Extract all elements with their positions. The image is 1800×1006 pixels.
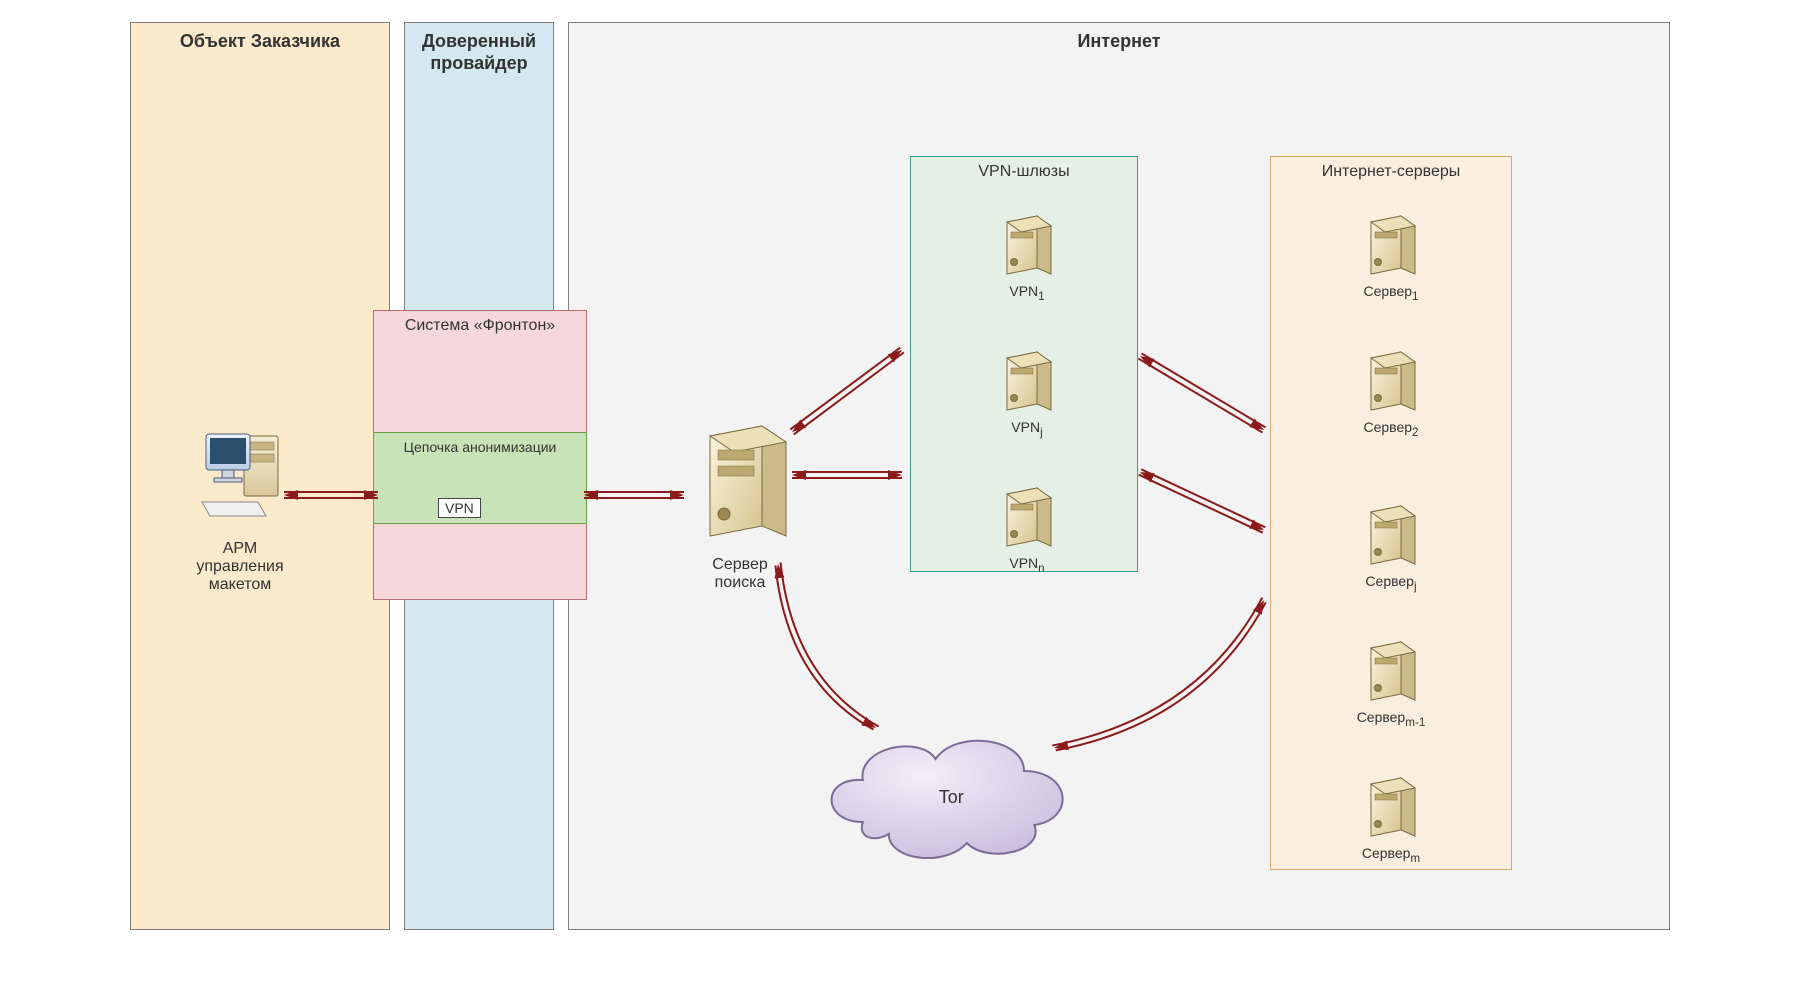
zone-provider-title: Доверенныйпровайдер [405, 23, 553, 74]
group-servers-title: Интернет-серверы [1271, 157, 1511, 181]
server-icon [1361, 502, 1421, 568]
server-label: VPNn [992, 555, 1062, 575]
server-icon [1361, 774, 1421, 840]
vpn-label-pill: VPN [438, 498, 481, 518]
group-vpn-title: VPN-шлюзы [911, 157, 1137, 181]
internet-server-2: Серверj [1356, 502, 1426, 593]
group-fronton-title: Система «Фронтон» [374, 311, 586, 335]
server-label: Серверm-1 [1356, 709, 1426, 729]
server-icon [997, 484, 1057, 550]
server-label: Сервер1 [1356, 283, 1426, 303]
server-icon [1361, 348, 1421, 414]
vpn-server-2: VPNn [992, 484, 1062, 575]
workstation-icon [198, 430, 288, 530]
zone-internet-title: Интернет [569, 23, 1669, 53]
zone-customer-title: Объект Заказчика [131, 23, 389, 53]
vpn-server-0: VPN1 [992, 212, 1062, 303]
tor-cloud-icon: Tor [816, 720, 1076, 870]
internet-server-1: Сервер2 [1356, 348, 1426, 439]
diagram-stage: Объект Заказчика Доверенныйпровайдер Инт… [0, 0, 1800, 1006]
server-icon [997, 348, 1057, 414]
server-label: Сервер2 [1356, 419, 1426, 439]
server-icon [1361, 638, 1421, 704]
svg-text:Tor: Tor [939, 787, 964, 807]
server-label: Серверj [1356, 573, 1426, 593]
server-icon [1361, 212, 1421, 278]
workstation-label: АРМуправлениямакетом [160, 540, 320, 594]
internet-server-3: Серверm-1 [1356, 638, 1426, 729]
server-label: VPNj [992, 419, 1062, 439]
group-anon-title: Цепочка анонимизации [374, 433, 586, 455]
search-server-icon [692, 418, 792, 548]
internet-server-0: Сервер1 [1356, 212, 1426, 303]
server-icon [997, 212, 1057, 278]
server-label: Серверm [1356, 845, 1426, 865]
server-label: VPN1 [992, 283, 1062, 303]
search-server-label: Серверпоиска [680, 556, 800, 592]
vpn-server-1: VPNj [992, 348, 1062, 439]
internet-server-4: Серверm [1356, 774, 1426, 865]
